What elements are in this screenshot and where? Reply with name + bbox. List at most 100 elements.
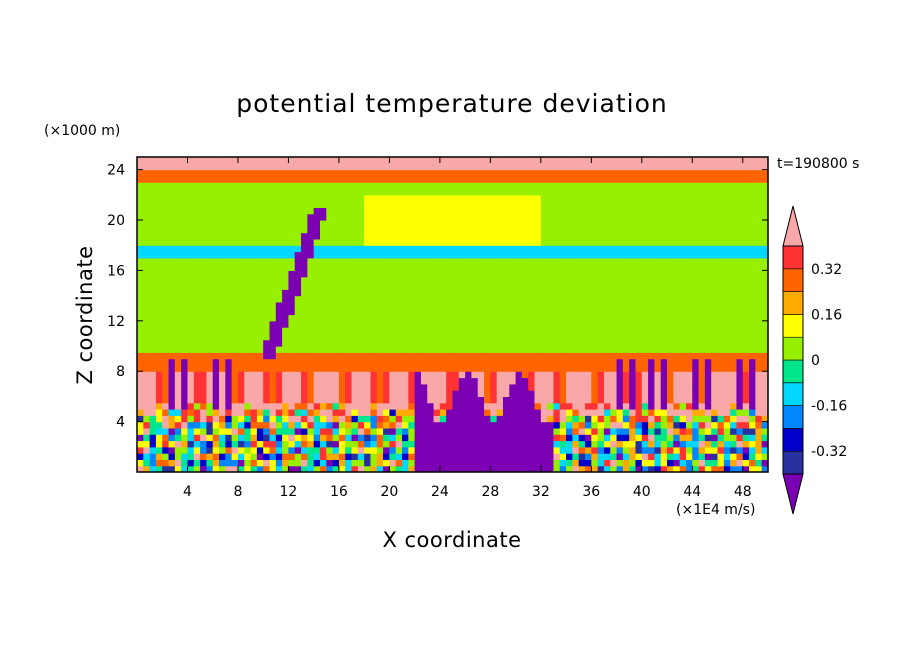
field-cell (742, 427, 750, 435)
field-cell (288, 339, 296, 347)
field-cell (591, 339, 599, 347)
field-cell (452, 409, 460, 416)
field-cell (294, 175, 302, 183)
field-cell (326, 320, 334, 328)
field-cell (433, 465, 441, 472)
field-cell (610, 220, 618, 227)
field-cell (338, 270, 346, 278)
field-cell (616, 289, 624, 297)
field-cell (572, 270, 580, 278)
field-cell (458, 308, 466, 316)
field-cell (603, 409, 611, 416)
field-cell (357, 270, 365, 278)
field-cell (313, 301, 321, 309)
field-cell (206, 409, 214, 416)
field-cell (698, 390, 706, 397)
field-cell (591, 201, 599, 208)
field-cell (540, 301, 548, 309)
field-cell (730, 194, 738, 202)
field-cell (591, 327, 599, 334)
field-cell (502, 327, 510, 334)
field-cell (667, 175, 674, 183)
field-cell (313, 377, 321, 385)
field-cell (591, 396, 599, 404)
field-cell (250, 232, 258, 240)
field-cell (357, 415, 365, 423)
field-cell (193, 270, 201, 278)
field-cell (730, 371, 738, 379)
field-cell (585, 434, 592, 442)
field-cell (730, 251, 738, 259)
field-cell (250, 213, 258, 221)
field-cell (679, 377, 687, 385)
field-cell (383, 364, 390, 372)
field-cell (521, 257, 529, 265)
field-cell (622, 409, 630, 416)
field-cell (521, 327, 529, 334)
field-cell (635, 434, 643, 442)
field-cell (282, 163, 290, 171)
field-cell (496, 232, 504, 240)
field-cell (509, 251, 517, 259)
field-cell (193, 396, 201, 404)
field-cell (553, 201, 561, 208)
field-cell (534, 320, 542, 328)
field-cell (685, 251, 693, 259)
field-cell (143, 276, 151, 284)
field-cell (244, 409, 252, 416)
field-cell (585, 264, 592, 271)
field-cell (237, 182, 245, 190)
field-cell (420, 358, 428, 366)
field-cell (187, 201, 195, 208)
field-cell (439, 371, 447, 379)
field-cell (566, 213, 573, 221)
field-cell (484, 163, 491, 171)
field-cell (181, 314, 189, 322)
field-cell (572, 207, 580, 215)
field-cell (439, 459, 447, 467)
field-cell (427, 383, 435, 391)
field-cell (635, 194, 643, 202)
field-cell (408, 232, 416, 240)
field-cell (679, 308, 687, 316)
field-cell (616, 320, 624, 328)
field-cell (351, 276, 359, 284)
field-cell (755, 213, 763, 221)
field-cell (395, 465, 403, 472)
field-cell (420, 264, 428, 271)
field-cell (338, 289, 346, 297)
field-cell (654, 396, 662, 404)
field-cell (673, 364, 681, 372)
field-cell (389, 377, 397, 385)
field-cell (307, 213, 315, 221)
field-cell (616, 333, 624, 341)
field-cell (162, 314, 170, 322)
field-cell (275, 427, 283, 435)
field-cell (376, 295, 384, 303)
field-cell (301, 339, 308, 347)
field-cell (755, 270, 763, 278)
field-cell (439, 169, 447, 177)
field-cell (723, 245, 731, 253)
field-cell (698, 396, 706, 404)
field-cell (711, 220, 719, 227)
field-cell (137, 238, 144, 246)
field-cell (559, 440, 567, 448)
field-cell (414, 289, 422, 297)
field-cell (364, 245, 372, 253)
field-cell (168, 371, 176, 379)
field-cell (187, 346, 195, 353)
field-cell (711, 194, 719, 202)
field-cell (383, 182, 390, 190)
field-cell (433, 434, 441, 442)
field-cell (572, 364, 580, 372)
field-cell (307, 358, 315, 366)
field-cell (263, 182, 271, 190)
field-cell (332, 175, 340, 183)
field-cell (452, 390, 460, 397)
field-cell (698, 201, 706, 208)
field-cell (357, 245, 365, 253)
field-cell (219, 390, 226, 397)
field-cell (452, 415, 460, 423)
field-cell (679, 276, 687, 284)
